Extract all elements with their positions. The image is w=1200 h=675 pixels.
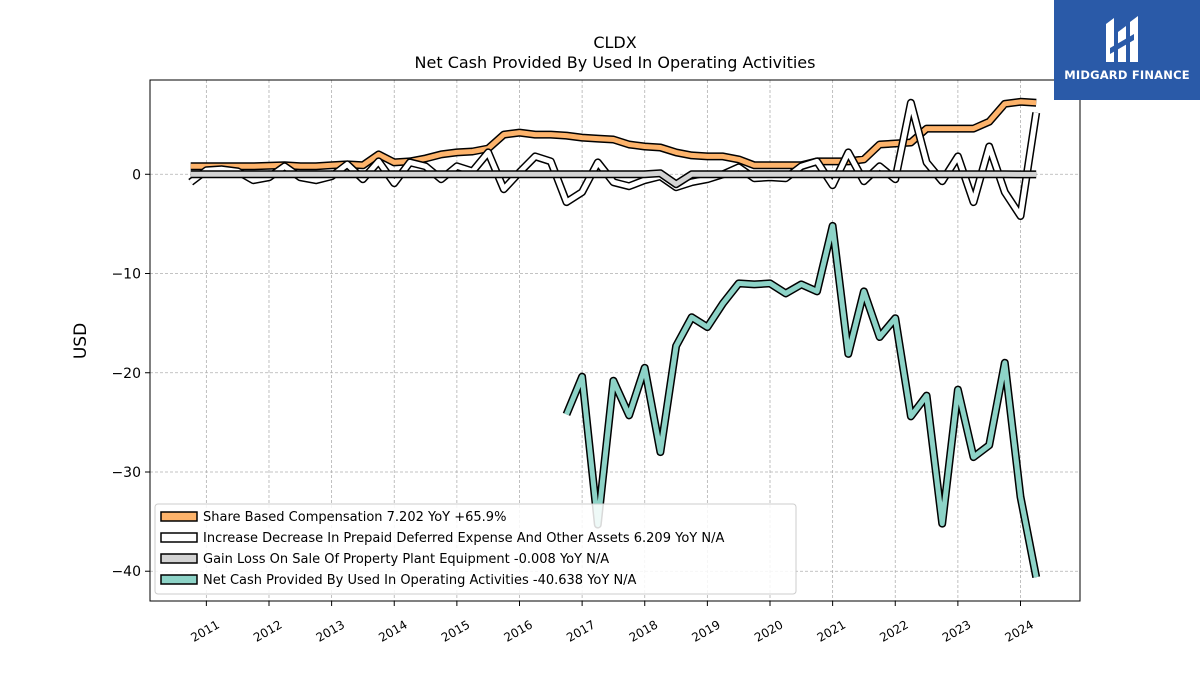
series-layer: [188, 97, 1041, 578]
x-axis: 2011 2012 2013 2014 2015 2016 2017 2018 2019 2020…: [188, 601, 1036, 645]
brand-name: MIDGARD FINANCE: [1064, 68, 1190, 82]
x-tick-label: 2022: [877, 617, 910, 644]
legend-entry: Share Based Compensation 7.202 YoY +65.9…: [203, 510, 506, 525]
y-axis-label: USD: [71, 323, 91, 359]
legend: Share Based Compensation 7.202 YoY +65.9…: [154, 503, 797, 595]
x-tick-label: 2019: [689, 617, 722, 644]
y-tick-label: −10: [111, 267, 141, 283]
x-tick-label: 2012: [251, 617, 284, 644]
legend-swatch: [160, 532, 198, 543]
y-tick-label: −40: [111, 564, 141, 580]
brand-mark-icon: [1106, 16, 1138, 62]
legend-box: [154, 503, 797, 595]
x-tick-label: 2023: [940, 617, 973, 644]
plot-frame: [149, 79, 1081, 602]
x-tick-label: 2024: [1003, 617, 1036, 644]
x-tick-label: 2011: [188, 617, 221, 644]
series-line: [190, 99, 1037, 169]
legend-swatch: [160, 553, 198, 564]
legend-entry: Gain Loss On Sale Of Property Plant Equi…: [203, 552, 609, 567]
x-tick-label: 2015: [439, 617, 472, 644]
y-tick-label: −30: [111, 465, 141, 481]
x-tick-label: 2017: [564, 617, 597, 644]
legend-swatch: [160, 574, 198, 585]
brand-logo: MIDGARD FINANCE: [1054, 0, 1200, 100]
y-tick-label: 0: [132, 167, 141, 183]
series-line: [564, 223, 1039, 578]
x-tick-label: 2013: [314, 617, 347, 644]
y-axis: 0 −10 −20 −30 −40: [111, 167, 150, 580]
x-tick-label: 2014: [376, 617, 409, 644]
legend-entry: Increase Decrease In Prepaid Deferred Ex…: [203, 531, 724, 546]
chart-title: CLDX: [593, 33, 636, 52]
series-line: [190, 170, 1037, 187]
x-tick-label: 2018: [627, 617, 660, 644]
x-tick-label: 2021: [815, 617, 848, 644]
legend-entry: Net Cash Provided By Used In Operating A…: [203, 573, 637, 588]
x-tick-label: 2020: [752, 617, 785, 644]
series-line: [189, 100, 1039, 219]
x-tick-label: 2016: [502, 617, 535, 644]
y-tick-label: −20: [111, 366, 141, 382]
legend-swatch: [160, 511, 198, 522]
chart-subtitle: Net Cash Provided By Used In Operating A…: [415, 53, 816, 72]
